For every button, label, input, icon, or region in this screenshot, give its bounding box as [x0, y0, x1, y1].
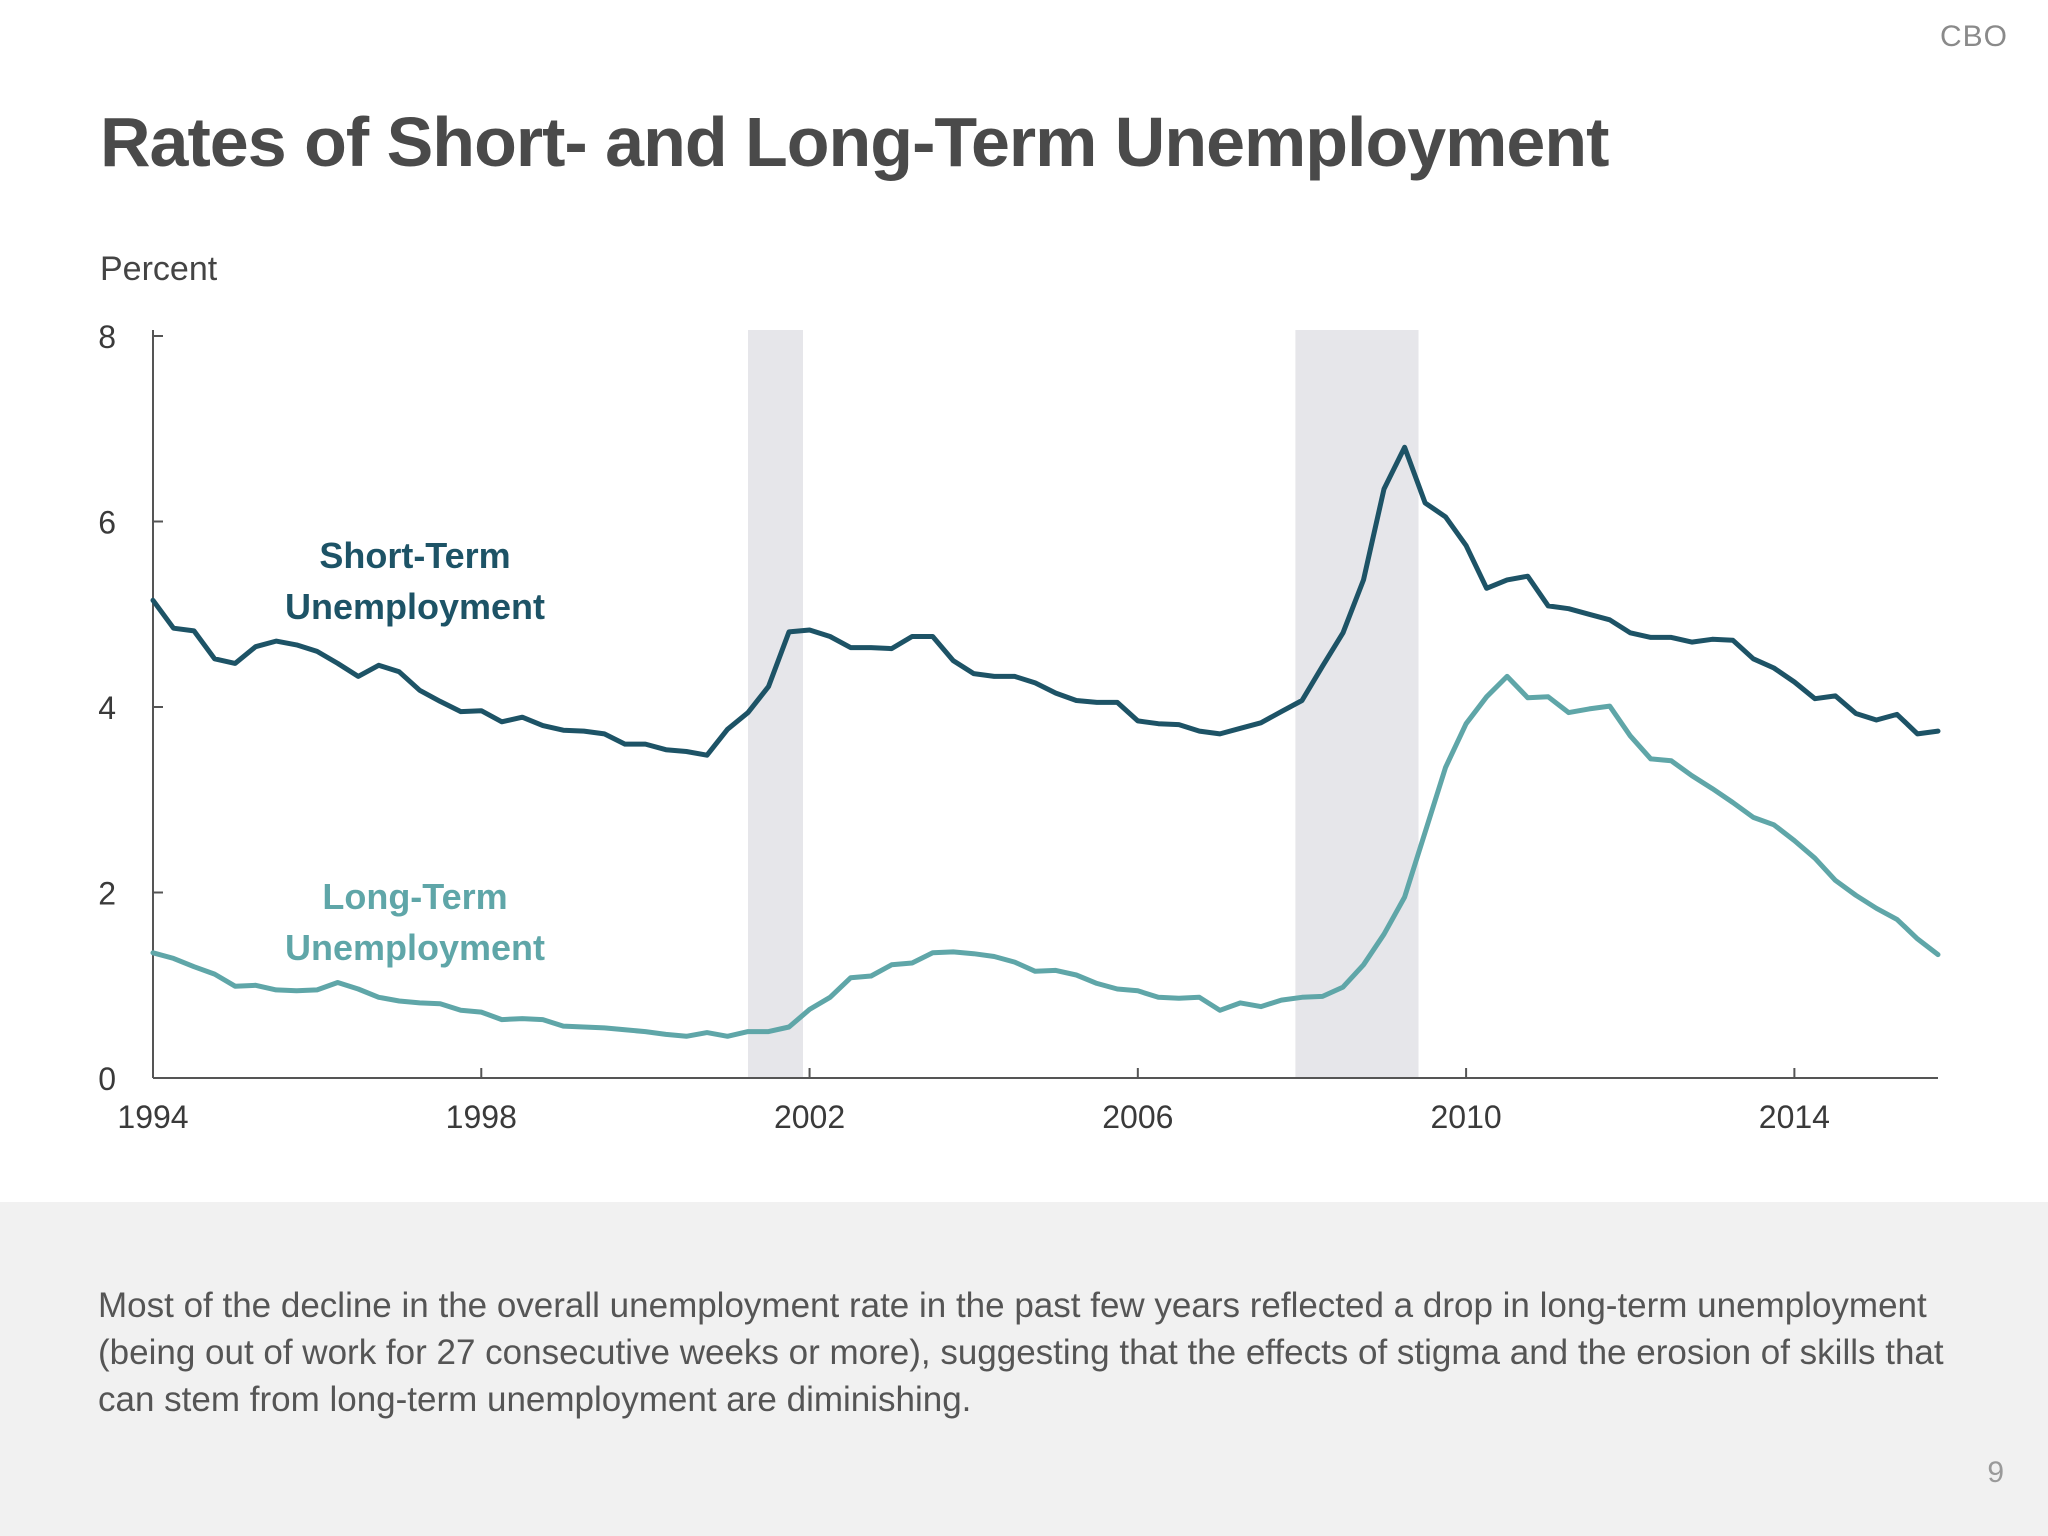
x-tick-label: 2002	[774, 1099, 845, 1135]
x-tick-label: 2006	[1102, 1099, 1173, 1135]
series-label-1: Unemployment	[285, 586, 545, 627]
y-tick-label: 4	[98, 690, 116, 726]
series-labels: Short-Term Unemployment Long-Term Unemploym…	[285, 535, 545, 968]
y-tick-label: 0	[98, 1061, 116, 1097]
brand-logo: CBO	[1939, 20, 2008, 53]
y-tick-label: 2	[98, 876, 116, 912]
series-line-1	[150, 444, 1941, 758]
recession-band-2	[1295, 330, 1419, 1078]
chart-note: Most of the decline in the overall unemp…	[98, 1286, 1944, 1419]
x-tick-label: 2010	[1431, 1099, 1502, 1135]
series-line-2	[150, 673, 1941, 1039]
y-tick-label: 8	[98, 319, 116, 355]
series-label-2: Unemployment	[285, 927, 545, 968]
y-axis-unit-label: Percent	[100, 250, 218, 288]
axes: Percent 0 2 4 6 8 1994 1998 2002 2006 2010 2014	[98, 250, 1938, 1135]
y-tick-label: 6	[98, 505, 116, 541]
chart-container: Percent 0 2 4 6 8 1994 1998 2002 2006 2010 2014 Sho…	[0, 230, 2048, 1190]
x-tick-label: 2014	[1759, 1099, 1830, 1135]
note-panel: Most of the decline in the overall unemp…	[0, 1202, 2048, 1536]
recession-bands	[748, 330, 1419, 1078]
x-tick-label: 1998	[446, 1099, 517, 1135]
series-label-2: Long-Term	[322, 876, 507, 917]
line-chart: Percent 0 2 4 6 8 1994 1998 2002 2006 2010 2014 Sho…	[98, 250, 1941, 1135]
page-number: 9	[1987, 1456, 2004, 1489]
series-lines	[150, 444, 1941, 1039]
series-label-1: Short-Term	[319, 535, 510, 576]
x-tick-label: 1994	[117, 1099, 188, 1135]
chart-title: Rates of Short- and Long-Term Unemployme…	[100, 103, 1609, 181]
